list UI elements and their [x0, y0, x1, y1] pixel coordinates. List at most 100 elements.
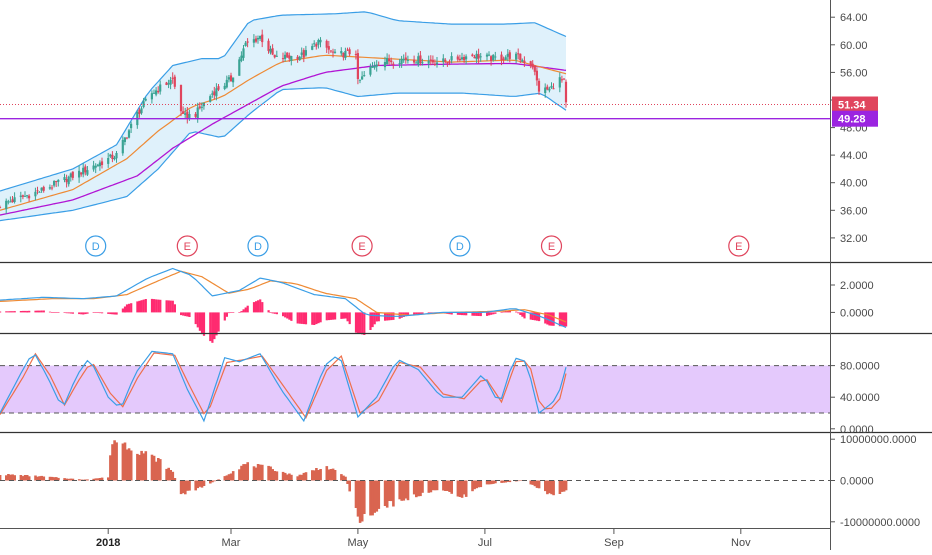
candle-body[interactable] — [242, 48, 245, 58]
candle-body[interactable] — [535, 70, 538, 81]
candle-body[interactable] — [109, 154, 112, 157]
candle-body[interactable] — [479, 56, 482, 58]
candle-body[interactable] — [388, 59, 391, 62]
candle-body[interactable] — [127, 130, 131, 138]
candle-body[interactable] — [546, 86, 549, 90]
candle-body[interactable] — [40, 187, 43, 191]
candle-body[interactable] — [5, 200, 8, 210]
candle-body[interactable] — [111, 154, 114, 159]
candle-body[interactable] — [363, 75, 366, 77]
candle-body[interactable] — [348, 49, 351, 55]
candle-body[interactable] — [371, 66, 374, 68]
candle-body[interactable] — [354, 54, 357, 55]
candle-body[interactable] — [419, 55, 422, 64]
candle-body[interactable] — [421, 62, 424, 64]
candle-body[interactable] — [55, 181, 58, 183]
candle-body[interactable] — [53, 181, 56, 186]
candle-body[interactable] — [48, 187, 51, 189]
candle-body[interactable] — [211, 93, 214, 95]
candle-body[interactable] — [121, 140, 124, 154]
candle-body[interactable] — [433, 64, 436, 65]
earnings-marker[interactable]: E — [728, 235, 750, 257]
candle-body[interactable] — [450, 56, 453, 61]
candle-body[interactable] — [86, 170, 89, 175]
candle-body[interactable] — [123, 137, 126, 143]
candle-body[interactable] — [184, 113, 187, 115]
candle-body[interactable] — [537, 80, 541, 92]
candle-body[interactable] — [194, 113, 197, 117]
candle-body[interactable] — [390, 60, 393, 63]
candle-body[interactable] — [494, 56, 497, 58]
candle-body[interactable] — [107, 158, 110, 164]
candle-body[interactable] — [463, 57, 466, 61]
candle-body[interactable] — [458, 58, 461, 61]
candle-body[interactable] — [94, 166, 97, 168]
candle-body[interactable] — [415, 62, 418, 64]
candle-body[interactable] — [157, 91, 160, 93]
candle-body[interactable] — [515, 53, 518, 60]
candle-body[interactable] — [215, 88, 218, 97]
slow-moving-average-line[interactable] — [0, 62, 567, 216]
candle-body[interactable] — [198, 106, 201, 109]
candle-body[interactable] — [223, 85, 226, 89]
candle-body[interactable] — [383, 62, 387, 68]
candle-body[interactable] — [182, 111, 185, 114]
panel-separators[interactable] — [0, 261, 932, 434]
candle-body[interactable] — [261, 34, 264, 43]
candle-body[interactable] — [442, 58, 445, 62]
candle-body[interactable] — [288, 55, 291, 59]
candle-body[interactable] — [82, 167, 85, 175]
candle-body[interactable] — [78, 170, 81, 178]
candle-body[interactable] — [329, 50, 332, 52]
bollinger-upper-line[interactable] — [0, 11, 567, 192]
candle-body[interactable] — [7, 201, 10, 203]
macd-panel[interactable] — [0, 267, 568, 343]
candle-body[interactable] — [36, 190, 39, 192]
candle-body[interactable] — [544, 87, 547, 94]
candle-body[interactable] — [84, 166, 87, 173]
candle-body[interactable] — [281, 58, 285, 60]
dividend-marker[interactable]: D — [449, 235, 471, 257]
event-badge-circle[interactable] — [540, 235, 563, 257]
candle-body[interactable] — [11, 199, 14, 203]
candle-body[interactable] — [356, 53, 359, 79]
candle-body[interactable] — [140, 108, 143, 114]
candle-body[interactable] — [34, 191, 37, 197]
earnings-marker[interactable]: E — [351, 235, 373, 257]
candle-body[interactable] — [113, 157, 116, 160]
candle-body[interactable] — [313, 43, 316, 45]
earnings-marker[interactable]: E — [176, 235, 198, 257]
candle-body[interactable] — [398, 63, 401, 65]
candle-body[interactable] — [311, 46, 314, 50]
candle-body[interactable] — [130, 123, 133, 129]
macd-line[interactable] — [0, 267, 567, 329]
candle-body[interactable] — [144, 98, 147, 101]
event-badge-circle[interactable] — [449, 235, 471, 257]
candle-body[interactable] — [238, 59, 241, 76]
candle-body[interactable] — [327, 46, 330, 50]
candle-body[interactable] — [115, 153, 118, 159]
candle-body[interactable] — [188, 114, 191, 118]
candle-body[interactable] — [38, 191, 41, 193]
candle-body[interactable] — [460, 57, 464, 60]
candle-body[interactable] — [315, 44, 318, 47]
candle-body[interactable] — [406, 59, 409, 61]
dividend-marker[interactable]: D — [247, 235, 269, 257]
candle-body[interactable] — [477, 54, 480, 59]
candle-body[interactable] — [26, 195, 29, 197]
candle-body[interactable] — [558, 77, 561, 88]
candle-body[interactable] — [256, 38, 260, 40]
candle-body[interactable] — [98, 162, 101, 167]
candle-body[interactable] — [562, 78, 566, 80]
candle-body[interactable] — [402, 58, 405, 61]
candle-body[interactable] — [564, 81, 568, 103]
stochastic-panel[interactable] — [0, 350, 830, 423]
candle-body[interactable] — [298, 56, 301, 61]
candle-body[interactable] — [259, 35, 262, 39]
candle-body[interactable] — [304, 50, 307, 56]
candle-body[interactable] — [523, 60, 526, 63]
candle-body[interactable] — [152, 92, 156, 94]
candle-body[interactable] — [386, 57, 389, 64]
